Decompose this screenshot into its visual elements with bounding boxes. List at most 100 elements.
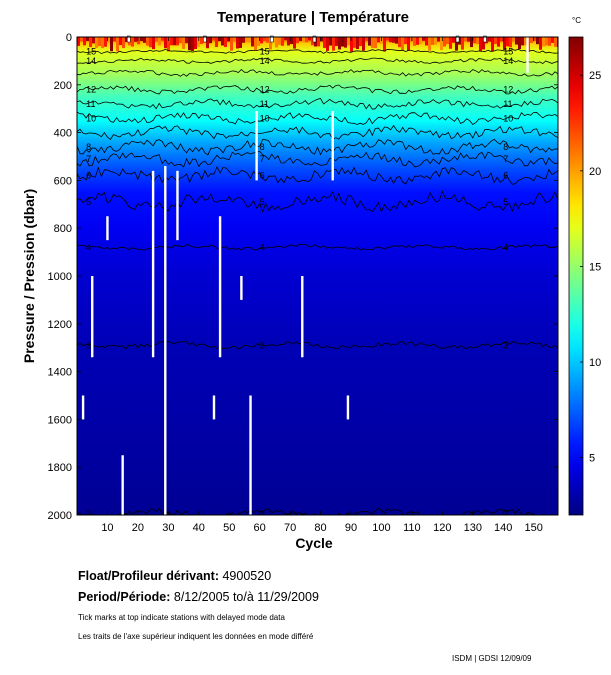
surface-warm-cell (476, 37, 479, 44)
surface-warm-cell (116, 37, 119, 52)
surface-warm-cell (104, 37, 107, 47)
note-english: Tick marks at top indicate stations with… (78, 613, 285, 622)
missing-data-gap (301, 276, 304, 358)
surface-warm-cell (227, 37, 230, 42)
contour-label: 12 (86, 85, 96, 95)
y-tick-label: 0 (66, 32, 72, 44)
surface-warm-cell (344, 37, 347, 48)
contour-line (77, 124, 558, 140)
surface-warm-cell (164, 37, 167, 49)
surface-warm-cell (497, 37, 500, 47)
surface-warm-cell (98, 37, 101, 46)
y-axis: 0 200 400 600 800 1000 1200 1400 1600 1800 2000 (48, 32, 558, 522)
contour-label: 2 (260, 509, 265, 519)
colorbar: 5 10 15 20 25 (568, 36, 601, 516)
missing-data-gap (212, 395, 216, 420)
surface-warm-cell (530, 37, 533, 43)
surface-warm-cell (80, 37, 83, 42)
surface-warm-cell (470, 37, 473, 48)
delayed-mode-tick (455, 35, 460, 43)
surface-warm-cell (182, 37, 185, 49)
surface-warm-cell (398, 37, 401, 48)
surface-warm-cell (95, 37, 98, 48)
contour-label: 3 (86, 340, 91, 350)
missing-data-gap (240, 276, 243, 300)
surface-warm-cell (308, 37, 311, 41)
surface-warm-cell (107, 37, 110, 43)
y-tick-label: 1200 (48, 319, 72, 331)
surface-warm-cell (452, 37, 455, 43)
surface-warm-cell (83, 37, 86, 46)
x-tick-label: 30 (162, 522, 174, 534)
x-tick-label: 80 (314, 522, 326, 534)
colorbar-tick-label: 20 (589, 166, 601, 178)
y-tick-label: 400 (54, 128, 72, 140)
surface-warm-cell (401, 37, 404, 50)
surface-warm-cell (395, 37, 398, 44)
contour-label: 2 (86, 509, 91, 519)
surface-warm-cell (389, 37, 392, 43)
y-tick-label: 600 (54, 175, 72, 187)
missing-data-gap (331, 111, 334, 181)
colorbar-tick-label: 10 (589, 357, 601, 369)
surface-warm-cell (386, 37, 389, 41)
surface-warm-cell (359, 37, 362, 47)
surface-warm-cell (500, 37, 503, 42)
contour-label: 4 (86, 242, 91, 252)
surface-warm-cell (290, 37, 293, 45)
y-tick-label: 1400 (48, 367, 72, 379)
contour-line (77, 111, 558, 126)
contour-label: 15 (503, 46, 513, 56)
contour-label: 11 (86, 99, 95, 109)
contour-label: 14 (86, 56, 96, 66)
surface-warm-cell (542, 37, 545, 47)
surface-warm-cell (146, 37, 149, 46)
surface-warm-cell (317, 37, 320, 47)
surface-warm-cell (455, 37, 458, 51)
surface-warm-cell (293, 37, 296, 49)
surface-warm-cell (140, 37, 143, 41)
missing-data-gap (526, 37, 529, 73)
missing-data-gap (106, 216, 109, 241)
surface-warm-cell (158, 37, 161, 46)
float-info: Float/Profileur dérivant: 4900520 (78, 569, 271, 583)
missing-data-gap (164, 166, 167, 515)
surface-warm-cell (371, 37, 374, 48)
surface-warm-cell (320, 37, 323, 42)
x-tick-label: 140 (494, 522, 512, 534)
surface-warm-cell (548, 37, 551, 46)
contour-label: 4 (260, 242, 265, 252)
surface-warm-cell (365, 37, 368, 41)
surface-warm-cell (152, 37, 155, 50)
x-tick-label: 40 (193, 522, 205, 534)
surface-warm-cell (533, 37, 536, 41)
surface-warm-cell (545, 37, 548, 46)
surface-warm-cell (170, 37, 173, 46)
surface-warm-cell (434, 37, 437, 45)
surface-warm-cell (338, 37, 341, 50)
surface-warm-cell (197, 37, 200, 47)
surface-warm-cell (323, 37, 326, 48)
surface-warm-cell (302, 37, 305, 41)
surface-warm-cell (119, 37, 122, 46)
surface-warm-cell (185, 37, 188, 44)
y-tick-label: 1600 (48, 414, 72, 426)
surface-warm-cell (122, 37, 125, 49)
contour-line (77, 243, 558, 251)
contour-label: 10 (86, 113, 96, 123)
contour-line (77, 507, 547, 515)
contour-label: 15 (86, 46, 96, 56)
surface-warm-cell (440, 37, 443, 51)
surface-warm-cell (488, 37, 491, 42)
contour-label: 3 (260, 340, 265, 350)
colorbar-tick-label: 5 (589, 453, 595, 465)
surface-warm-cell (464, 37, 467, 42)
surface-warm-cell (179, 37, 182, 44)
float-label: Float/Profileur dérivant: (78, 569, 219, 583)
contour-label: 8 (260, 142, 265, 152)
delayed-mode-tick (312, 35, 317, 43)
x-tick-label: 100 (372, 522, 390, 534)
surface-warm-cell (257, 37, 260, 46)
surface-warm-cell (506, 37, 509, 47)
